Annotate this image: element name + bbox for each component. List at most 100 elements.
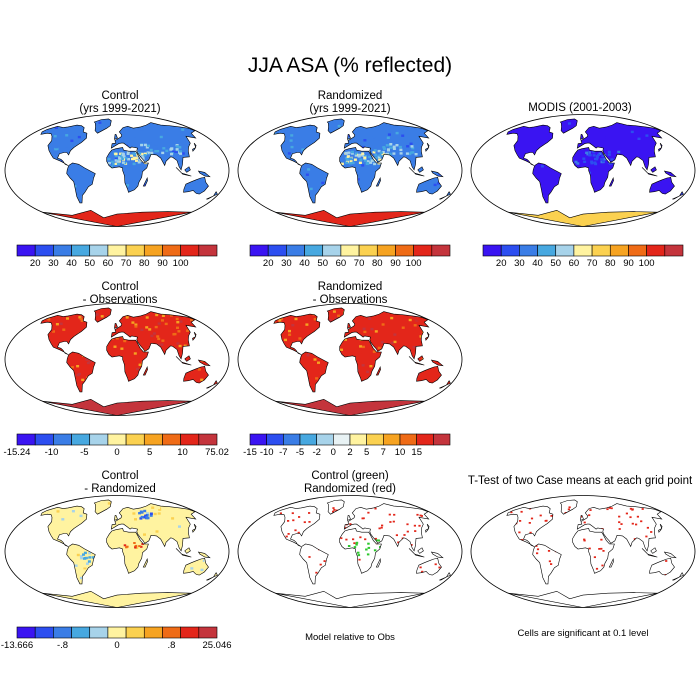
colorbar-randomized-tick-label: 20 [263, 258, 274, 269]
colorbar-modis-swatch [646, 244, 666, 257]
colorbar-control-obs-tick-label: 10 [177, 447, 188, 458]
colorbar-randomized-obs-tick-label: -15 [243, 447, 257, 458]
colorbar-modis-tick-label: 80 [605, 258, 616, 269]
colorbar-control-randomized-tick-label: 25.046 [202, 640, 231, 651]
colorbar-randomized-obs-swatch [349, 433, 367, 446]
colorbar-control-swatch [125, 244, 145, 257]
colorbar-modis-tick-label: 40 [532, 258, 543, 269]
map-modis [470, 114, 696, 227]
colorbar-randomized-tick-label: 90 [390, 258, 401, 269]
colorbar-control-randomized-swatch [107, 626, 127, 639]
colorbar-modis-swatch [519, 244, 538, 257]
colorbar-control-obs-swatch [89, 433, 109, 446]
colorbar-control-randomized-swatch [143, 626, 163, 639]
colorbar-control-randomized-swatch [34, 626, 54, 639]
colorbar-control-obs-tick-label: 5 [147, 447, 152, 458]
colorbar-modis-tick-label: 100 [639, 258, 655, 269]
colorbar-randomized-obs-swatch [433, 433, 451, 446]
colorbar-control-swatch [180, 244, 200, 257]
colorbar-modis-tick-label: 20 [496, 258, 507, 269]
colorbar-randomized-swatch [304, 244, 324, 257]
panel-title-modis: MODIS (2001-2003) [528, 102, 632, 114]
panel-title-control: Control (yrs 1999-2021) [79, 90, 161, 115]
colorbar-modis-tick-label: 90 [623, 258, 634, 269]
colorbar-randomized-obs-swatch [383, 433, 401, 446]
map-ttest [470, 495, 696, 608]
colorbar-modis-swatch [609, 244, 629, 257]
panel-title-control-randomized: Control - Randomized [84, 470, 156, 495]
colorbar-control-randomized-tick-label: 0 [114, 640, 119, 651]
colorbar-randomized-swatch [376, 244, 396, 257]
colorbar-control-randomized-tick-label: -13.666 [1, 640, 33, 651]
colorbar-modis-tick-label: 60 [569, 258, 580, 269]
colorbar-randomized-swatch [413, 244, 433, 257]
colorbar-control-randomized-swatch [162, 626, 181, 639]
panel-title-randomized: Randomized (yrs 1999-2021) [309, 90, 391, 115]
colorbar-randomized-obs-swatch [249, 433, 267, 446]
colorbar-modis-swatch [664, 244, 684, 257]
colorbar-randomized-obs-tick-label: -7 [279, 447, 287, 458]
colorbar-control-obs-swatch [71, 433, 91, 446]
colorbar-control-tick-label: 30 [48, 258, 59, 269]
map-control [4, 114, 230, 227]
colorbar-control-obs-swatch [16, 433, 36, 446]
colorbar-control-tick-label: 100 [173, 258, 189, 269]
map-randomized-obs [237, 303, 463, 416]
colorbar-randomized-obs-swatch [266, 433, 284, 446]
colorbar-control-tick-label: 40 [66, 258, 77, 269]
colorbar-control-swatch [53, 244, 72, 257]
colorbar-randomized-swatch [395, 244, 414, 257]
colorbar-control-swatch [71, 244, 91, 257]
colorbar-control-obs-swatch [180, 433, 200, 446]
colorbar-control-obs-tick-label: -15.24 [4, 447, 31, 458]
colorbar-randomized-obs-tick-label: -10 [260, 447, 274, 458]
colorbar-control-tick-label: 20 [30, 258, 41, 269]
colorbar-control-obs-swatch [198, 433, 218, 446]
map-control-obs [4, 303, 230, 416]
colorbar-control-obs: -15.24 -10 -5 0 5 10 75.02 [4, 433, 229, 458]
map-green-red [237, 495, 463, 608]
colorbar-control-obs-tick-label: -10 [45, 447, 59, 458]
colorbar-control-randomized-swatch [53, 626, 72, 639]
colorbar-randomized: 20 30 40 50 60 70 80 90 100 [249, 244, 451, 269]
colorbar-randomized-swatch [358, 244, 378, 257]
colorbar-control-obs-tick-label: 75.02 [205, 447, 229, 458]
colorbar-randomized-obs-tick-label: 0 [331, 447, 336, 458]
note-significance: Cells are significant at 0.1 level [517, 628, 649, 639]
colorbar-modis-swatch [573, 244, 593, 257]
colorbar-control-swatch [34, 244, 54, 257]
colorbar-control-randomized-swatch [125, 626, 145, 639]
colorbar-modis-swatch [555, 244, 575, 257]
colorbar-control-obs-swatch [34, 433, 54, 446]
colorbar-modis-swatch [628, 244, 647, 257]
note-model-relative: Model relative to Obs [305, 632, 395, 643]
colorbar-control-randomized-swatch [71, 626, 91, 639]
colorbar-control-randomized-swatch [198, 626, 218, 639]
colorbar-randomized-obs-tick-label: 2 [347, 447, 352, 458]
colorbar-randomized-obs-tick-label: -2 [312, 447, 320, 458]
colorbar-randomized-swatch [286, 244, 305, 257]
colorbar-control: 20 30 40 50 60 70 80 90 100 [16, 244, 218, 269]
colorbar-control-tick-label: 70 [121, 258, 132, 269]
colorbar-control-swatch [16, 244, 36, 257]
colorbar-control-tick-label: 60 [103, 258, 114, 269]
colorbar-control-tick-label: 90 [157, 258, 168, 269]
colorbar-control-obs-swatch [125, 433, 145, 446]
colorbar-randomized-tick-label: 80 [372, 258, 383, 269]
colorbar-modis: 20 30 40 50 60 70 80 90 100 [482, 244, 684, 269]
colorbar-modis-swatch [537, 244, 557, 257]
colorbar-randomized-tick-label: 70 [354, 258, 365, 269]
colorbar-control-swatch [162, 244, 181, 257]
colorbar-modis-tick-label: 70 [587, 258, 598, 269]
colorbar-randomized-obs-swatch [299, 433, 317, 446]
colorbar-randomized-obs-swatch [283, 433, 301, 446]
colorbar-randomized-tick-label: 50 [317, 258, 328, 269]
colorbar-control-obs-swatch [107, 433, 127, 446]
colorbar-control-tick-label: 50 [84, 258, 95, 269]
map-randomized [237, 114, 463, 227]
panel-title-ttest: T-Test of two Case means at each grid po… [467, 475, 693, 487]
colorbar-control-swatch [143, 244, 163, 257]
colorbar-control-obs-tick-label: 0 [114, 447, 119, 458]
colorbar-control-randomized-swatch [180, 626, 200, 639]
colorbar-randomized-obs: -15 -10 -7 -5 -2 0 2 5 7 10 15 [243, 433, 451, 458]
